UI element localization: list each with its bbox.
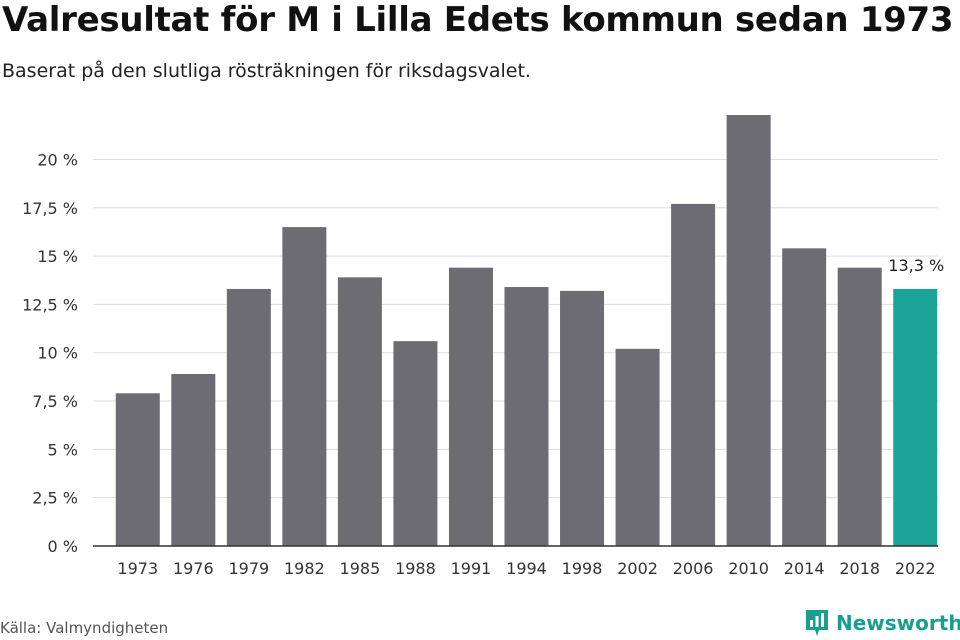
y-tick-label: 17,5 % <box>22 199 78 218</box>
x-tick-label: 1973 <box>117 559 158 578</box>
source-note: Källa: Valmyndigheten <box>0 619 169 637</box>
x-tick-label: 2018 <box>839 559 880 578</box>
x-tick-label: 1976 <box>173 559 214 578</box>
x-tick-label: 2010 <box>728 559 769 578</box>
x-tick-label: 1979 <box>228 559 269 578</box>
bar <box>504 287 549 546</box>
data-label: 13,3 % <box>888 256 944 275</box>
brand-logo: Newsworthy <box>804 608 960 638</box>
x-tick-label: 2002 <box>617 559 658 578</box>
bar <box>393 341 438 546</box>
x-tick-label: 2014 <box>784 559 825 578</box>
x-tick-label: 2006 <box>673 559 714 578</box>
x-tick-label: 1991 <box>451 559 492 578</box>
y-tick-label: 15 % <box>37 247 78 266</box>
chart-title: Valresultat för M i Lilla Edets kommun s… <box>2 0 954 40</box>
bar <box>337 277 382 546</box>
x-tick-label: 1985 <box>340 559 381 578</box>
bar <box>226 288 271 546</box>
y-tick-label: 5 % <box>48 440 78 459</box>
bar <box>560 290 605 546</box>
newsworthy-logo-icon <box>806 610 828 636</box>
bar <box>893 288 938 546</box>
x-tick-label: 1998 <box>562 559 603 578</box>
bar <box>671 203 716 546</box>
bar <box>115 393 160 546</box>
x-tick-label: 1982 <box>284 559 325 578</box>
bar <box>282 227 327 547</box>
x-tick-label: 2022 <box>895 559 936 578</box>
bar <box>726 115 771 546</box>
bar <box>171 373 216 546</box>
y-tick-label: 7,5 % <box>32 392 78 411</box>
bar-chart: 0 % 2,5 % 5 % 7,5 % 10 % 12,5 % 15 % 17,5 % 20 %… <box>22 115 944 578</box>
y-tick-label: 0 % <box>48 537 78 556</box>
bar <box>837 267 882 546</box>
y-tick-label: 10 % <box>37 344 78 363</box>
y-tick-label: 2,5 % <box>32 489 78 508</box>
bar <box>448 267 493 546</box>
y-tick-label: 12,5 % <box>22 295 78 314</box>
chart-subtitle: Baserat på den slutliga rösträkningen fö… <box>2 60 531 82</box>
bar <box>615 348 660 546</box>
x-tick-label: 1988 <box>395 559 436 578</box>
bar <box>782 248 827 546</box>
y-tick-label: 20 % <box>37 150 78 169</box>
brand-name: Newsworthy <box>836 611 960 635</box>
x-tick-label: 1994 <box>506 559 547 578</box>
